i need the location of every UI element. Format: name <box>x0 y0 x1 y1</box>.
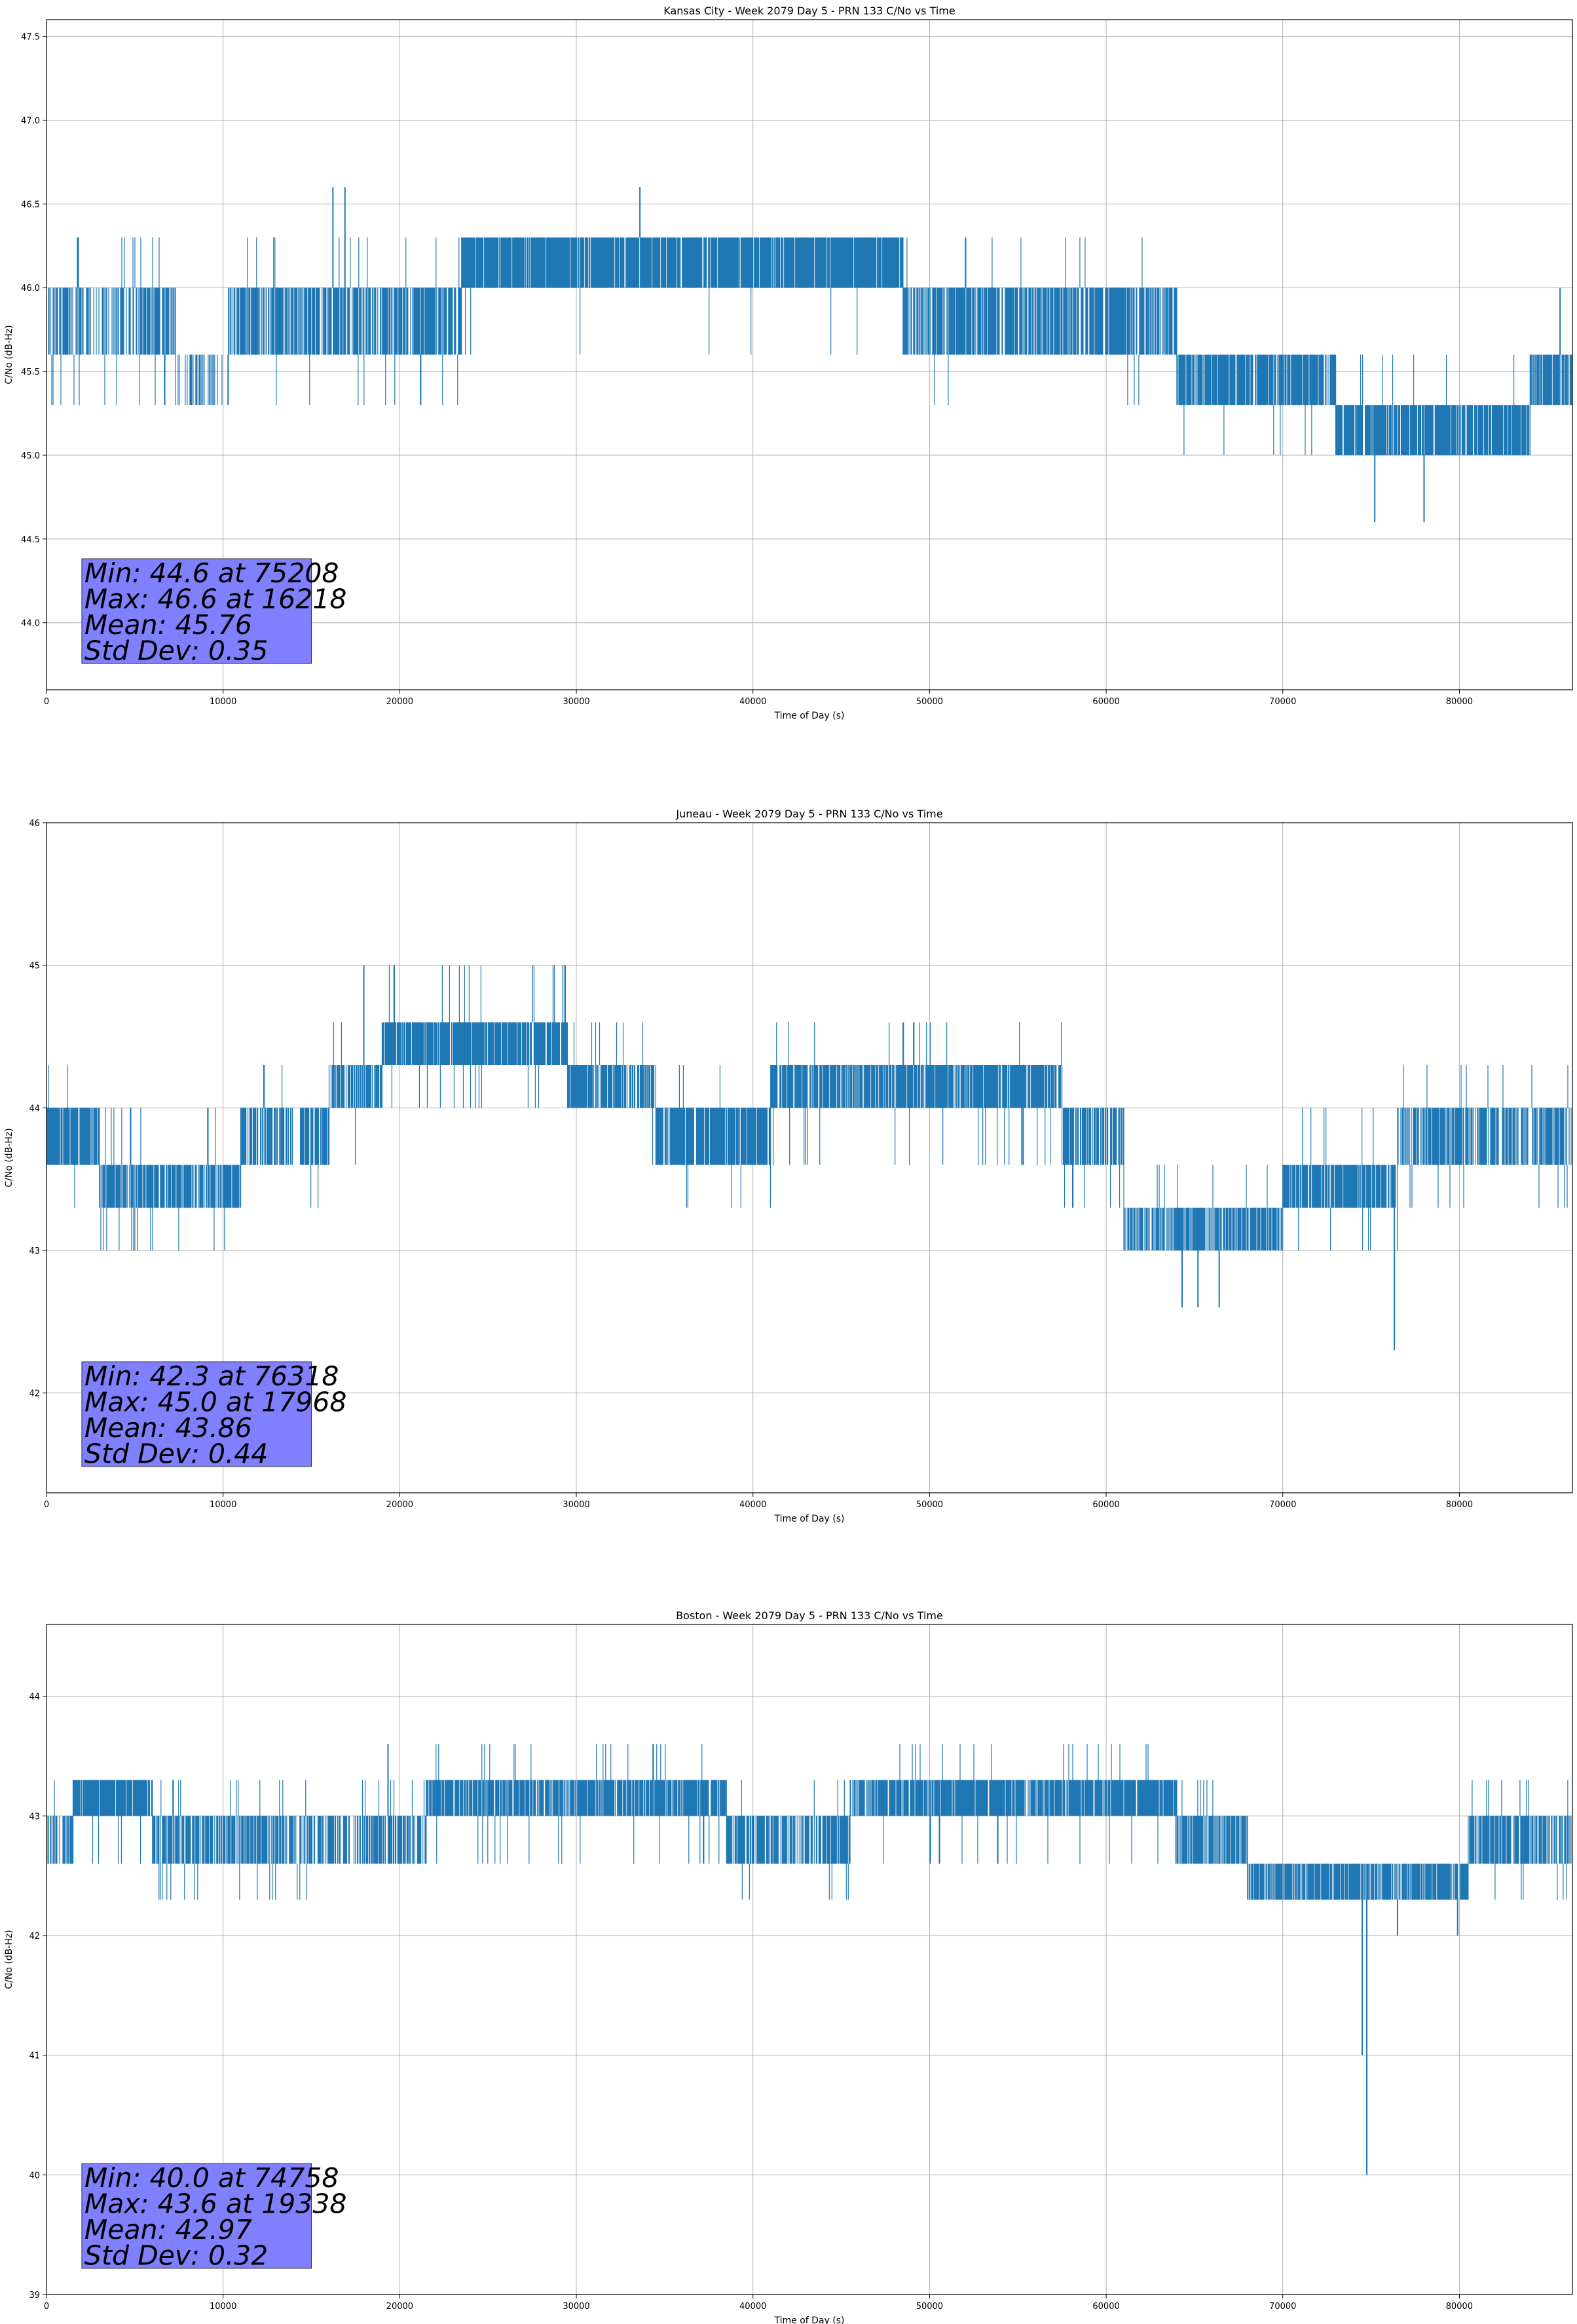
x-tick-label: 0 <box>44 1500 49 1510</box>
stats-std-dev: Std Dev: 0.44 <box>84 1438 268 1470</box>
plot-frame <box>46 19 1573 690</box>
stats-background <box>81 2163 312 2269</box>
x-tick-label: 70000 <box>1269 1500 1296 1510</box>
x-tick-label: 80000 <box>1446 2302 1473 2312</box>
y-tick-label: 42 <box>29 1932 40 1941</box>
stats-min: Min: 42.3 at 76318 <box>84 1360 339 1392</box>
x-tick-label: 10000 <box>210 697 236 707</box>
x-tick-label: 40000 <box>739 2302 766 2312</box>
y-tick-label: 45 <box>29 962 40 971</box>
stats-background <box>81 1361 312 1467</box>
x-tick-label: 0 <box>44 697 49 707</box>
y-tick-label: 39 <box>29 2291 40 2300</box>
series-line <box>46 1744 1572 1900</box>
y-tick-label: 47.5 <box>21 33 40 43</box>
series-line <box>48 237 1572 455</box>
y-axis-label: C/No (dB-Hz) <box>4 325 14 384</box>
y-tick-label: 44 <box>29 1104 40 1114</box>
x-axis-label: Time of Day (s) <box>774 711 845 721</box>
chart-boston: Boston - Week 2079 Day 5 - PRN 133 C/No … <box>4 1609 1573 2324</box>
plot-frame <box>46 822 1573 1493</box>
x-tick-label: 60000 <box>1092 1500 1119 1510</box>
stats-std-dev: Std Dev: 0.35 <box>84 635 268 667</box>
y-tick-label: 45.5 <box>21 367 40 377</box>
x-tick-label: 60000 <box>1092 697 1119 707</box>
y-tick-label: 44 <box>29 1693 40 1702</box>
x-tick-label: 50000 <box>916 697 943 707</box>
x-tick-label: 60000 <box>1092 2302 1119 2312</box>
y-tick-label: 46.5 <box>21 200 40 210</box>
y-tick-label: 45.0 <box>21 451 40 461</box>
y-tick-label: 40 <box>29 2171 40 2181</box>
y-tick-label: 43 <box>29 1812 40 1822</box>
chart-title: Kansas City - Week 2079 Day 5 - PRN 133 … <box>663 5 955 17</box>
x-axis-label: Time of Day (s) <box>774 2315 845 2324</box>
x-axis-label: Time of Day (s) <box>774 1514 845 1524</box>
chart-title: Boston - Week 2079 Day 5 - PRN 133 C/No … <box>676 1609 943 1622</box>
x-tick-label: 50000 <box>916 2302 943 2312</box>
x-tick-label: 70000 <box>1269 2302 1296 2312</box>
x-tick-label: 70000 <box>1269 697 1296 707</box>
stats-background <box>81 558 312 664</box>
y-tick-label: 44.5 <box>21 535 40 545</box>
stats-mean: Mean: 42.97 <box>84 2214 252 2245</box>
y-axis-label: C/No (dB-Hz) <box>4 1930 14 1989</box>
x-tick-label: 10000 <box>210 2302 236 2312</box>
stats-mean: Mean: 45.76 <box>84 609 252 641</box>
x-tick-label: 50000 <box>916 1500 943 1510</box>
y-tick-label: 43 <box>29 1246 40 1256</box>
x-tick-label: 10000 <box>210 1500 236 1510</box>
stats-min: Min: 44.6 at 75208 <box>84 557 339 589</box>
stats-mean: Mean: 43.86 <box>84 1412 252 1444</box>
y-tick-label: 41 <box>29 2052 40 2061</box>
y-axis-label: C/No (dB-Hz) <box>4 1128 14 1187</box>
x-tick-label: 20000 <box>386 2302 413 2312</box>
chart-title: Juneau - Week 2079 Day 5 - PRN 133 C/No … <box>675 808 942 820</box>
stats-std-dev: Std Dev: 0.32 <box>84 2240 268 2272</box>
x-tick-label: 20000 <box>386 1500 413 1510</box>
x-tick-label: 30000 <box>563 1500 589 1510</box>
chart-kansas-city: Kansas City - Week 2079 Day 5 - PRN 133 … <box>4 5 1573 721</box>
stats-min: Min: 40.0 at 74758 <box>84 2162 339 2194</box>
y-tick-label: 47.0 <box>21 116 40 126</box>
x-tick-label: 0 <box>44 2302 49 2312</box>
stats-max: Max: 46.6 at 16218 <box>84 584 347 615</box>
x-tick-label: 30000 <box>563 697 589 707</box>
x-tick-label: 80000 <box>1446 697 1473 707</box>
x-tick-label: 40000 <box>739 1500 766 1510</box>
y-tick-label: 46.0 <box>21 284 40 293</box>
x-tick-label: 40000 <box>739 697 766 707</box>
stats-max: Max: 45.0 at 17968 <box>84 1387 347 1418</box>
y-tick-label: 42 <box>29 1389 40 1399</box>
x-tick-label: 30000 <box>563 2302 589 2312</box>
y-tick-label: 44.0 <box>21 619 40 629</box>
x-tick-label: 80000 <box>1446 1500 1473 1510</box>
stats-max: Max: 43.6 at 19338 <box>84 2188 347 2220</box>
chart-juneau: Juneau - Week 2079 Day 5 - PRN 133 C/No … <box>4 808 1573 1524</box>
plot-frame <box>46 1624 1573 2295</box>
y-tick-label: 46 <box>29 819 40 829</box>
x-tick-label: 20000 <box>386 697 413 707</box>
